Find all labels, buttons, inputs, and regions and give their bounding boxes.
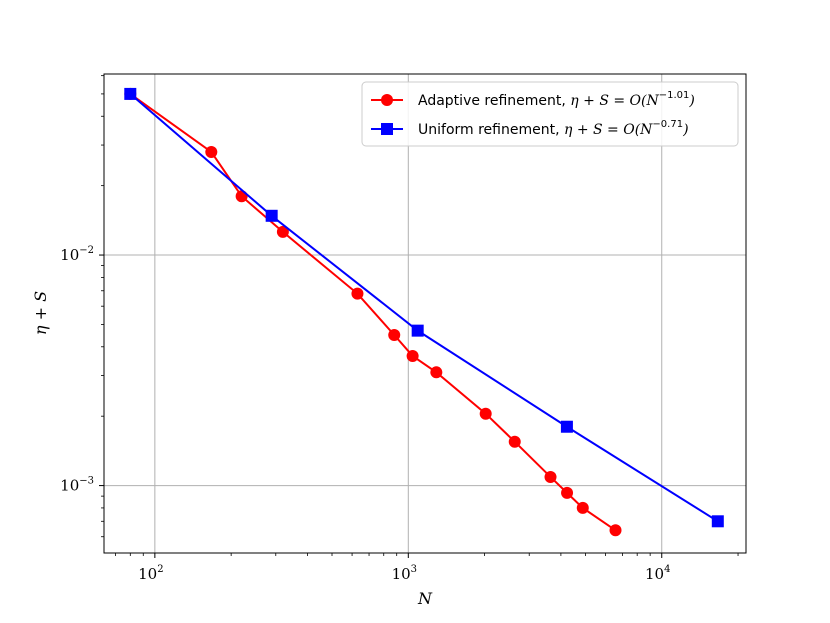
data-point-circle	[276, 225, 289, 238]
data-point-circle	[205, 145, 218, 158]
x-tick-label: 104	[645, 564, 670, 583]
data-point-circle	[544, 470, 557, 483]
data-point-circle	[406, 349, 419, 362]
tick-labels: 102 103 104 10−3 10−2	[60, 245, 670, 583]
data-point-circle	[508, 435, 521, 448]
data-point-square	[265, 209, 278, 222]
legend-marker-circle	[381, 94, 393, 106]
data-point-circle	[576, 501, 589, 514]
y-axis-label: η + S	[31, 291, 50, 335]
legend-label-2: Uniform refinement, η + S = O(N−0.71)	[418, 119, 689, 138]
data-point-square	[411, 324, 424, 337]
data-point-circle	[561, 486, 574, 499]
data-point-square	[560, 420, 573, 433]
data-point-circle	[479, 407, 492, 420]
data-point-circle	[609, 524, 622, 537]
data-point-square	[124, 87, 137, 100]
legend-label-1: Adaptive refinement, η + S = O(N−1.01)	[418, 90, 695, 109]
x-tick-label: 102	[138, 564, 163, 583]
series-layer	[124, 87, 724, 537]
data-point-circle	[430, 366, 443, 379]
data-point-circle	[235, 190, 248, 203]
axis-ticks	[99, 75, 739, 558]
data-point-circle	[388, 328, 401, 341]
series-line-2	[129, 93, 719, 523]
legend-marker-square	[381, 123, 393, 135]
series-line-1	[129, 93, 617, 532]
x-axis-label: N	[417, 589, 433, 608]
grid	[104, 74, 746, 553]
data-point-circle	[351, 287, 364, 300]
legend: Adaptive refinement, η + S = O(N−1.01) Un…	[361, 81, 739, 147]
x-tick-label: 103	[392, 564, 417, 583]
legend-box	[361, 81, 739, 147]
y-tick-label: 10−3	[60, 476, 94, 495]
plot-frame	[103, 73, 747, 554]
y-tick-label: 10−2	[60, 245, 94, 264]
data-point-square	[711, 515, 724, 528]
